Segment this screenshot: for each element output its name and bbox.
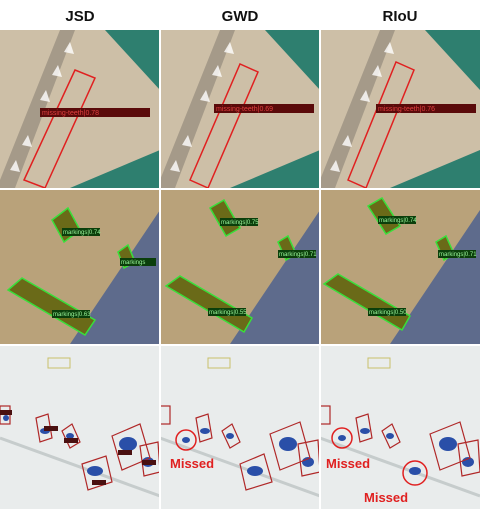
- row3-jsd-image: [0, 346, 160, 509]
- row1-gwd-image: missing-teeth|0.69: [160, 30, 320, 188]
- row2-jsd-label-a: markings|0.74: [63, 230, 101, 236]
- missed-circle-riou-2: [402, 460, 428, 486]
- column-divider: [159, 30, 161, 509]
- column-title-jsd: JSD: [65, 8, 95, 25]
- row-divider: [0, 344, 480, 346]
- row2-jsd-label-c: markings: [121, 260, 145, 266]
- row1-jsd-label-bg: [40, 108, 150, 117]
- row2-gwd-label-a: markings|0.75: [221, 220, 259, 226]
- missed-circle-gwd: [175, 429, 197, 451]
- row2-riou-image: markings|0.74 markings|0.71 markings|0.5…: [320, 190, 480, 344]
- row3-gwd-image: Missed: [160, 346, 320, 509]
- row2-gwd-label-b: markings|0.55: [209, 310, 247, 316]
- row2-riou-label-c: markings|0.71: [439, 252, 477, 258]
- row-divider: [0, 188, 480, 190]
- row2-gwd-label-c: markings|0.71: [279, 252, 317, 258]
- row3-riou-missed-label-1: Missed: [326, 456, 370, 471]
- row2-jsd-label-b: markings|0.63: [53, 312, 91, 318]
- row2-riou-label-b: markings|0.50: [369, 310, 407, 316]
- missed-circle-riou-1: [331, 427, 353, 449]
- row1-riou-image: missing-teeth|0.76: [320, 30, 480, 188]
- row3-riou-missed-label-2: Missed: [364, 490, 408, 505]
- row2-riou-label-a: markings|0.74: [379, 218, 417, 224]
- row1-jsd-label: missing-teeth|0.78: [42, 110, 99, 117]
- column-divider: [319, 30, 321, 509]
- row1-gwd-label: missing-teeth|0.69: [216, 106, 273, 113]
- column-title-gwd: GWD: [221, 8, 259, 25]
- row3-riou-image: Missed Missed: [320, 346, 480, 509]
- row1-riou-label: missing-teeth|0.76: [378, 106, 435, 113]
- row1-jsd-image: missing-teeth|0.78: [0, 30, 160, 188]
- column-title-riou: RIoU: [382, 8, 418, 25]
- row3-gwd-missed-label: Missed: [170, 456, 214, 471]
- row2-jsd-image: markings|0.74 markings markings|0.63: [0, 190, 160, 344]
- row2-gwd-image: markings|0.75 markings|0.71 markings|0.5…: [160, 190, 320, 344]
